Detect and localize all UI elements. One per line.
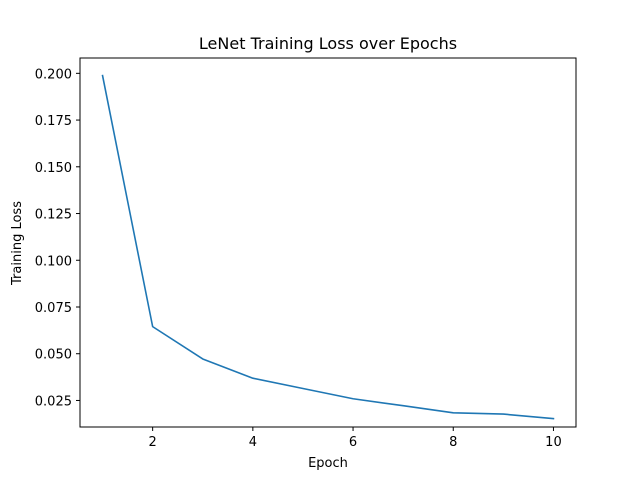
y-axis: 0.025 0.050 0.075 0.100 0.125 0.150 0.175 0.200 (35, 67, 80, 409)
chart-title: LeNet Training Loss over Epochs (199, 34, 457, 53)
series-line (101, 74, 555, 420)
y-tick-label: 0.050 (35, 348, 72, 363)
y-tick-label: 0.200 (35, 67, 72, 82)
x-tick-label: 2 (149, 435, 157, 450)
plot-frame (79, 57, 577, 428)
y-tick-label: 0.150 (35, 161, 72, 176)
y-tick-label: 0.125 (35, 208, 72, 223)
y-tick-label: 0.025 (35, 394, 72, 409)
x-tick-label: 6 (349, 435, 357, 450)
y-tick-label: 0.100 (35, 254, 72, 269)
x-tick-label: 4 (249, 435, 257, 450)
x-tick-label: 10 (545, 435, 562, 450)
x-tick-label: 8 (449, 435, 457, 450)
y-axis-label: Training Loss (10, 201, 25, 286)
plot-area (79, 57, 577, 428)
series-layer (101, 74, 555, 420)
y-tick-label: 0.075 (35, 301, 72, 316)
y-tick-label: 0.175 (35, 114, 72, 129)
x-axis-label: Epoch (308, 456, 348, 471)
x-axis: 2 4 6 8 10 (149, 427, 562, 450)
